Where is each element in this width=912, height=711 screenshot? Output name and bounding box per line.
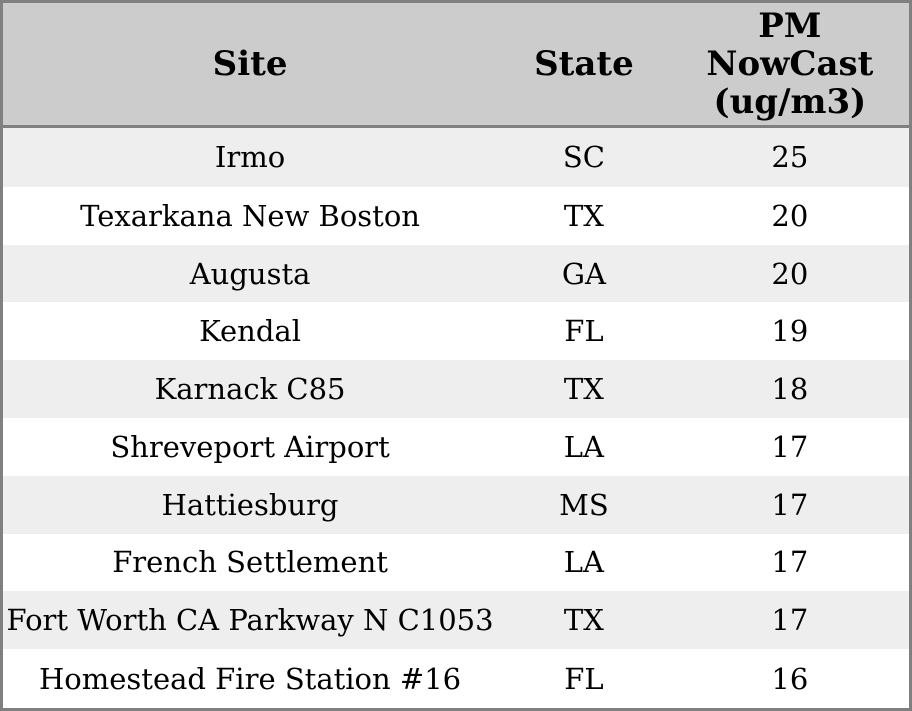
table-row: Karnack C85 TX 18 <box>1 360 911 418</box>
pm-value-cell: 20 <box>670 186 911 245</box>
site-cell: Homestead Fire Station #16 <box>1 649 498 710</box>
column-header-state: State <box>497 1 671 128</box>
column-header-pm-nowcast: PM NowCast (ug/m3) <box>670 1 911 128</box>
site-cell: Karnack C85 <box>1 360 498 418</box>
state-cell: TX <box>497 591 671 650</box>
column-header-site: Site <box>1 1 498 128</box>
pm-value-cell: 20 <box>670 244 911 303</box>
site-cell: Kendal <box>1 302 498 361</box>
table-row: Hattiesburg MS 17 <box>1 475 911 534</box>
pm-value-cell: 25 <box>670 126 911 187</box>
pm-value-cell: 17 <box>670 417 911 476</box>
site-cell: French Settlement <box>1 533 498 592</box>
site-cell: Fort Worth CA Parkway N C1053 <box>1 591 498 650</box>
column-header-state-label: State <box>534 43 634 84</box>
table-row: Fort Worth CA Parkway N C1053 TX 17 <box>1 591 911 650</box>
pm-value-cell: 18 <box>670 360 911 418</box>
pm-value-cell: 19 <box>670 302 911 361</box>
state-cell: TX <box>497 360 671 418</box>
site-cell: Shreveport Airport <box>1 417 498 476</box>
table-row: Homestead Fire Station #16 FL 16 <box>1 649 911 710</box>
site-cell: Augusta <box>1 244 498 303</box>
table-row: Augusta GA 20 <box>1 244 911 303</box>
table-row: Texarkana New Boston TX 20 <box>1 186 911 245</box>
table-row: French Settlement LA 17 <box>1 533 911 592</box>
pm-value-cell: 17 <box>670 533 911 592</box>
header-row: Site State PM NowCast (ug/m3) <box>1 1 911 128</box>
pm-value-cell: 17 <box>670 591 911 650</box>
table-row: Shreveport Airport LA 17 <box>1 417 911 476</box>
site-cell: Irmo <box>1 126 498 187</box>
state-cell: FL <box>497 302 671 361</box>
state-cell: FL <box>497 649 671 710</box>
site-cell: Texarkana New Boston <box>1 186 498 245</box>
state-cell: MS <box>497 475 671 534</box>
state-cell: SC <box>497 126 671 187</box>
table-row: Kendal FL 19 <box>1 302 911 361</box>
state-cell: LA <box>497 417 671 476</box>
pm-value-cell: 17 <box>670 475 911 534</box>
state-cell: LA <box>497 533 671 592</box>
column-header-site-label: Site <box>212 43 288 84</box>
column-header-pm-nowcast-label: PM NowCast (ug/m3) <box>706 5 874 123</box>
table-row: Irmo SC 25 <box>1 126 911 187</box>
state-cell: GA <box>497 244 671 303</box>
pm-value-cell: 16 <box>670 649 911 710</box>
state-cell: TX <box>497 186 671 245</box>
site-cell: Hattiesburg <box>1 475 498 534</box>
